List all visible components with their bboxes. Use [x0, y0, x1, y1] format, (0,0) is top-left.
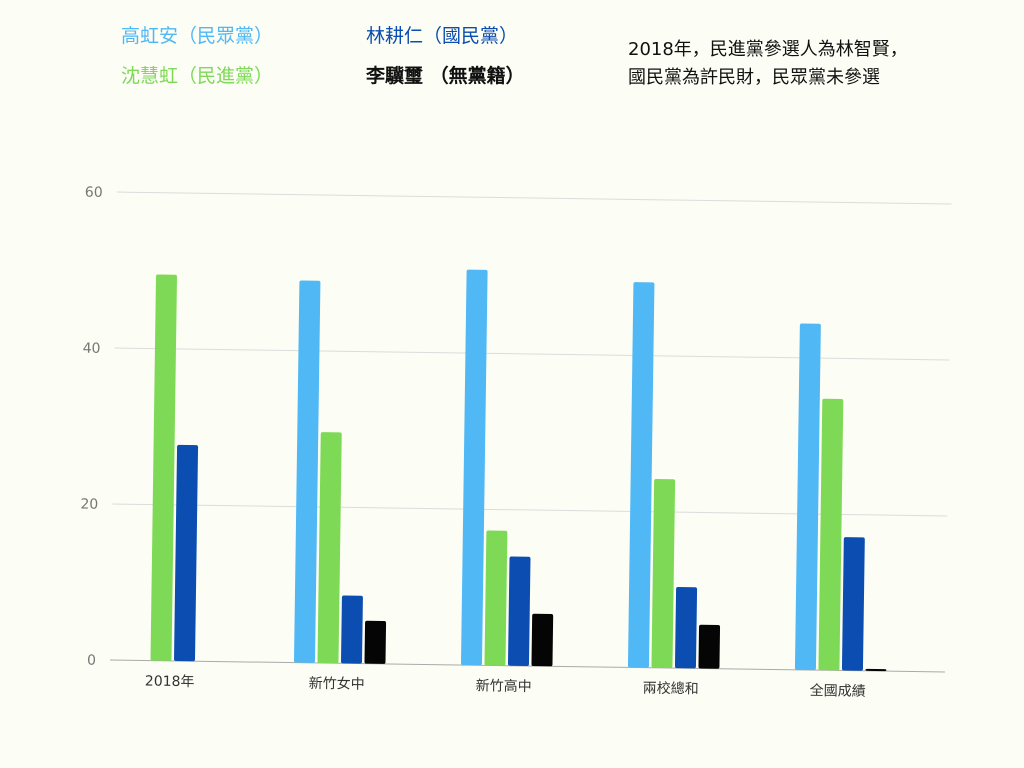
bar-2-2: [507, 556, 531, 666]
bar-2-0: [460, 269, 488, 666]
gridline-40: [114, 347, 950, 361]
bar-4-3: [865, 668, 887, 672]
bar-4-1: [818, 398, 844, 671]
legend-item-lin: 林耕仁（國民黨）: [366, 25, 519, 47]
legend-item-li: 李驥璽 （無黨籍）: [366, 65, 525, 87]
x-tick-label: 全國成績: [810, 682, 866, 700]
x-tick-label: 兩校總和: [643, 680, 699, 698]
annotation-line-2: 國民黨為許民財，民眾黨未參選: [628, 67, 880, 88]
y-tick-label: 60: [85, 185, 103, 201]
chart-annotation: 2018年，民進黨參選人為林智賢， 國民黨為許民財，民眾黨未參選: [628, 36, 968, 92]
bar-1-1: [317, 432, 342, 664]
bar-2-1: [484, 530, 508, 666]
legend-item-shen: 沈慧虹（民進黨）: [121, 65, 274, 87]
bar-0-2: [174, 444, 199, 662]
y-tick-label: 20: [80, 497, 98, 513]
bar-3-3: [698, 624, 721, 669]
gridline-60: [116, 191, 952, 205]
x-tick-label: 2018年: [145, 674, 195, 691]
x-tick-label: 新竹高中: [476, 677, 532, 695]
bar-1-0: [294, 280, 321, 663]
bar-0-1: [150, 274, 177, 661]
legend-item-kao: 高虹安（民眾黨）: [121, 25, 274, 47]
bar-1-2: [341, 595, 363, 664]
y-tick-label: 0: [87, 653, 96, 669]
annotation-line-1: 2018年，民進黨參選人為林智賢，: [628, 39, 908, 60]
bar-4-0: [794, 323, 821, 671]
bar-3-1: [651, 479, 676, 669]
bar-2-3: [531, 613, 554, 667]
bar-1-3: [364, 620, 387, 664]
bar-3-2: [674, 587, 698, 669]
x-tick-label: 新竹女中: [309, 675, 365, 693]
y-tick-label: 40: [83, 341, 101, 357]
bar-3-0: [627, 282, 655, 668]
bar-4-2: [841, 537, 865, 671]
